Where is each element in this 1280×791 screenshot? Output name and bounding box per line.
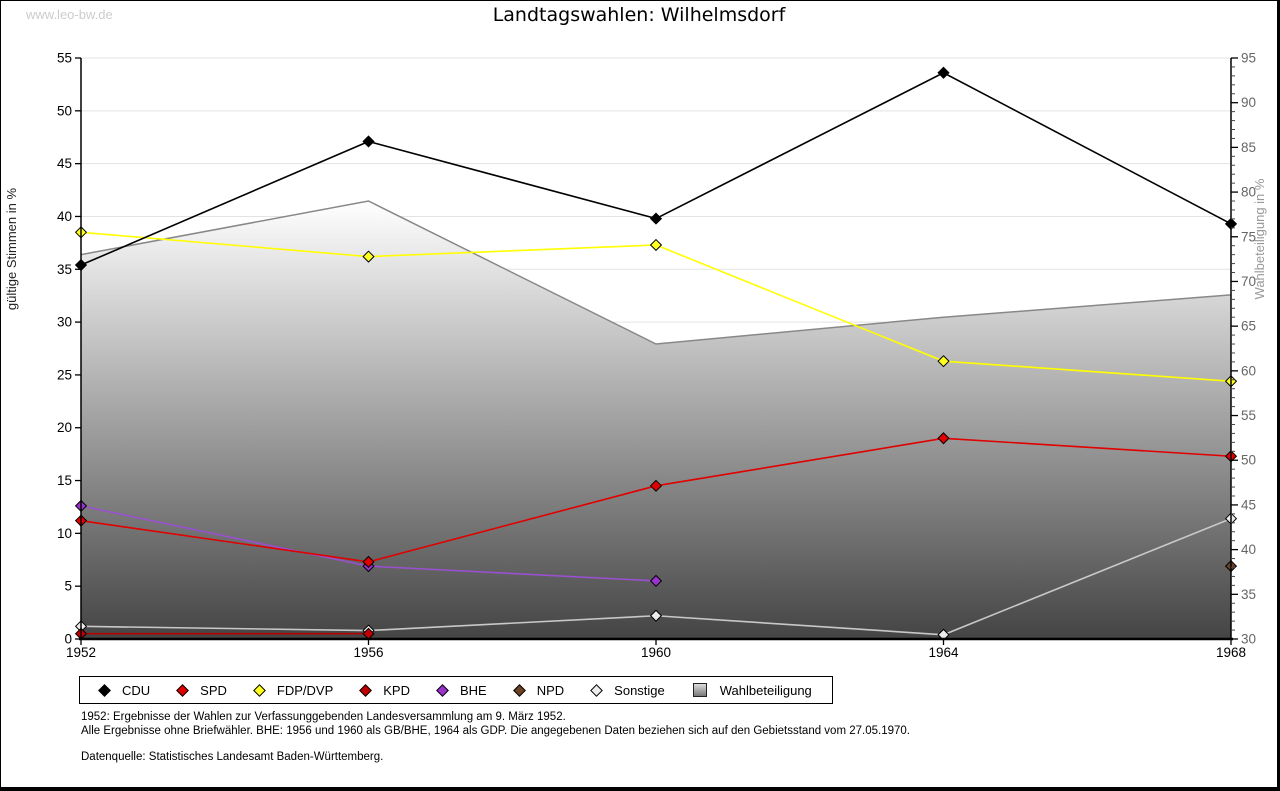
right-tick-label: 65 bbox=[1241, 319, 1256, 334]
right-tick-label: 80 bbox=[1241, 185, 1256, 200]
right-tick-label: 45 bbox=[1241, 497, 1256, 512]
series-marker-cdu bbox=[937, 66, 950, 79]
x-tick-label: 1952 bbox=[66, 645, 96, 660]
right-tick-label: 70 bbox=[1241, 274, 1256, 289]
right-tick-label: 30 bbox=[1241, 632, 1256, 647]
legend-label-fdp-dvp: FDP/DVP bbox=[276, 682, 334, 698]
legend-item-npd: NPD bbox=[501, 683, 578, 698]
right-tick-label: 55 bbox=[1241, 408, 1256, 423]
spd-diamond-icon bbox=[176, 683, 190, 697]
bhe-diamond-icon bbox=[436, 683, 449, 697]
series-marker-spd bbox=[649, 479, 663, 492]
left-tick-label: 5 bbox=[64, 579, 72, 594]
chart-legend: CDU SPD FDP/DVP KPD BHE NPD Sonstige Wahlbeteil… bbox=[79, 676, 833, 704]
turnout-outline bbox=[80, 200, 1232, 345]
left-tick-label: 30 bbox=[57, 315, 72, 330]
sonstige-diamond-icon bbox=[590, 683, 604, 697]
legend-item-fdp-dvp: FDP/DVP bbox=[241, 683, 347, 698]
legend-label-npd: NPD bbox=[536, 682, 565, 698]
right-tick-label: 35 bbox=[1241, 587, 1256, 602]
left-tick-label: 10 bbox=[57, 526, 72, 541]
series-marker-fdp-dvp bbox=[649, 238, 663, 252]
left-tick-label: 25 bbox=[57, 367, 72, 382]
x-tick-label: 1964 bbox=[928, 645, 959, 660]
footnote-line-1: 1952: Ergebnisse der Wahlen zur Verfassu… bbox=[81, 711, 566, 723]
right-tick-label: 95 bbox=[1241, 51, 1256, 66]
page-title: Landtagswahlen: Wilhelmsdorf bbox=[492, 4, 786, 26]
right-tick-label: 50 bbox=[1241, 453, 1256, 468]
legend-item-wahlbeteiligung: Wahlbeteiligung bbox=[679, 683, 826, 698]
right-tick-label: 40 bbox=[1241, 542, 1256, 557]
left-tick-label: 0 bbox=[64, 632, 72, 647]
left-tick-label: 20 bbox=[57, 420, 72, 435]
election-results-chart: 0 5 10 15 20 25 30 35 40 45 50 55 30 35 40 45 50 55 60 65 70… bbox=[4, 51, 1267, 661]
series-marker-sonstige bbox=[649, 609, 663, 622]
legend-item-bhe: BHE bbox=[424, 683, 501, 698]
x-tick-label: 1956 bbox=[353, 645, 383, 660]
legend-label-cdu: CDU bbox=[122, 682, 151, 698]
right-tick-label: 85 bbox=[1241, 140, 1256, 155]
footnotes: 1952: Ergebnisse der Wahlen zur Verfassu… bbox=[81, 710, 910, 764]
series-marker-cdu bbox=[362, 135, 375, 148]
legend-label-sonstige: Sonstige bbox=[614, 682, 665, 698]
left-tick-label: 35 bbox=[57, 262, 72, 277]
right-tick-label: 60 bbox=[1241, 363, 1256, 378]
footnote-line-2: Alle Ergebnisse ohne Briefwähler. BHE: 1… bbox=[81, 725, 910, 737]
legend-label-kpd: KPD bbox=[383, 682, 410, 698]
series-marker-fdp-dvp bbox=[362, 250, 375, 263]
legend-label-bhe: BHE bbox=[459, 682, 487, 698]
turnout-area-swatch bbox=[692, 683, 707, 697]
footnote-source: Datenquelle: Statistisches Landesamt Bad… bbox=[81, 751, 384, 763]
turnout-area bbox=[81, 201, 1231, 639]
npd-diamond-icon bbox=[512, 683, 526, 697]
legend-label-wahlbeteiligung: Wahlbeteiligung bbox=[719, 682, 812, 698]
right-axis-title: Wahlbeteiligung in % bbox=[1252, 178, 1267, 299]
series-marker-bhe bbox=[649, 574, 663, 588]
x-tick-label: 1968 bbox=[1216, 645, 1246, 660]
series-marker-spd bbox=[362, 555, 375, 568]
left-tick-label: 45 bbox=[57, 156, 72, 171]
left-tick-label: 40 bbox=[57, 209, 72, 224]
legend-label-spd: SPD bbox=[200, 682, 227, 698]
left-axis-title: gültige Stimmen in % bbox=[4, 188, 19, 311]
kpd-diamond-icon bbox=[359, 683, 373, 697]
right-tick-label: 90 bbox=[1241, 95, 1256, 110]
series-marker-cdu bbox=[649, 212, 663, 225]
right-tick-label: 75 bbox=[1241, 229, 1256, 244]
legend-item-spd: SPD bbox=[164, 683, 241, 698]
series-marker-spd bbox=[937, 432, 950, 445]
cdu-diamond-icon bbox=[98, 683, 111, 697]
x-tick-label: 1960 bbox=[641, 645, 671, 660]
watermark: www.leo-bw.de bbox=[26, 7, 113, 22]
series-marker-fdp-dvp bbox=[937, 355, 950, 368]
left-tick-label: 15 bbox=[57, 473, 72, 488]
left-tick-label: 50 bbox=[57, 103, 72, 118]
legend-item-cdu: CDU bbox=[86, 683, 164, 698]
legend-item-sonstige: Sonstige bbox=[578, 683, 679, 698]
fdp-dvp-diamond-icon bbox=[253, 683, 266, 697]
left-tick-label: 55 bbox=[57, 51, 72, 66]
legend-item-kpd: KPD bbox=[347, 683, 424, 698]
